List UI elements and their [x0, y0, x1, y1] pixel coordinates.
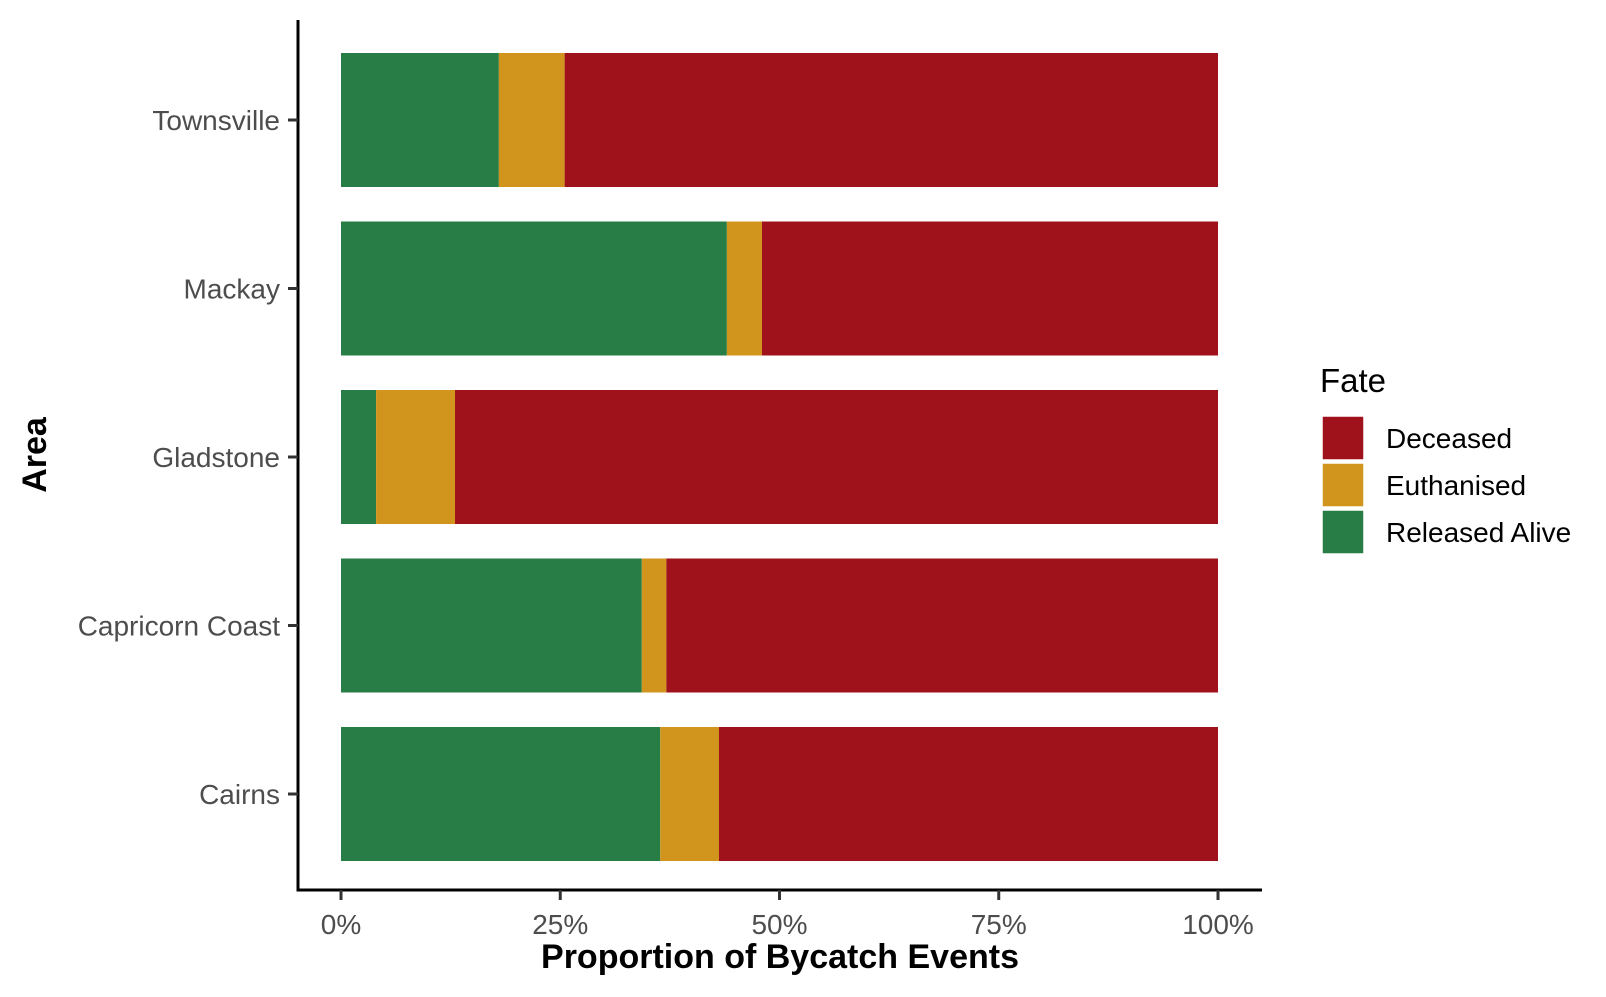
y-tick-label: Townsville: [152, 105, 280, 136]
bar-segment-euthanised: [726, 221, 762, 356]
bar-segment-released-alive: [341, 53, 499, 187]
legend-label: Released Alive: [1386, 517, 1571, 548]
bar-group-capricorn-coast: [341, 558, 1218, 693]
bar-segment-released-alive: [341, 558, 642, 693]
bar-segment-deceased: [666, 558, 1218, 693]
legend: Fate Deceased Euthanised Released Alive: [1320, 362, 1571, 555]
y-axis-title: Area: [16, 416, 54, 493]
bar-segment-deceased: [564, 53, 1218, 187]
bar-segment-released-alive: [341, 390, 377, 524]
bar-segment-euthanised: [660, 727, 719, 861]
bar-segment-released-alive: [341, 221, 727, 356]
bar-group-townsville: [341, 53, 1218, 187]
y-tick-label: Capricorn Coast: [78, 611, 281, 642]
bar-group-mackay: [341, 221, 1218, 356]
y-tick-label: Mackay: [184, 274, 280, 305]
bar-group-cairns: [341, 727, 1218, 861]
legend-key-released-alive: [1321, 509, 1365, 555]
x-tick-label: 75%: [971, 909, 1027, 940]
bar-segment-deceased: [455, 390, 1218, 524]
y-tick-label: Gladstone: [152, 442, 280, 473]
bar-segment-euthanised: [498, 53, 565, 187]
bar-segment-deceased: [718, 727, 1218, 861]
x-tick-label: 0%: [321, 909, 361, 940]
bar-segment-euthanised: [376, 390, 456, 524]
legend-label: Deceased: [1386, 423, 1512, 454]
legend-title: Fate: [1320, 362, 1386, 399]
y-tick-label: Cairns: [199, 779, 280, 810]
legend-key-deceased: [1321, 415, 1365, 461]
bar-segment-deceased: [761, 221, 1218, 356]
x-tick-label: 25%: [532, 909, 588, 940]
bar-segment-euthanised: [641, 558, 667, 693]
x-axis-ticks: 0% 25% 50% 75% 100%: [321, 890, 1254, 940]
legend-key-euthanised: [1321, 462, 1365, 508]
y-axis-ticks: Townsville Mackay Gladstone Capricorn Coast…: [78, 105, 298, 810]
legend-label: Euthanised: [1386, 470, 1526, 501]
x-tick-label: 100%: [1182, 909, 1254, 940]
bars-layer: [341, 53, 1218, 861]
x-axis-title: Proportion of Bycatch Events: [541, 938, 1019, 976]
bar-group-gladstone: [341, 390, 1218, 524]
bar-segment-released-alive: [341, 727, 661, 861]
x-tick-label: 50%: [751, 909, 807, 940]
